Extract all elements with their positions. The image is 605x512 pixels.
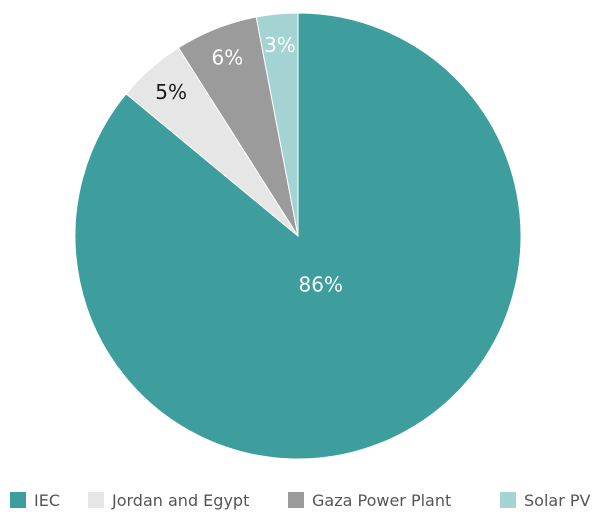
legend-label-gaza-power-plant: Gaza Power Plant [312, 490, 452, 510]
legend-item-jordan-and-egypt: Jordan and Egypt [88, 488, 249, 512]
legend-label-jordan-and-egypt: Jordan and Egypt [112, 490, 250, 510]
legend-swatch-iec [10, 492, 26, 508]
legend: IEC Jordan and Egypt Gaza Power Plant So… [0, 488, 605, 512]
pie-chart-svg: 86% 5% 6% 3% [74, 12, 522, 460]
legend-swatch-jordan-and-egypt [88, 492, 104, 508]
legend-item-gaza-power-plant: Gaza Power Plant [288, 488, 451, 512]
legend-label-iec: IEC [34, 490, 60, 510]
pie-label-jordan-and-egypt: 5% [155, 80, 187, 104]
legend-swatch-solar-pv [500, 492, 516, 508]
legend-item-solar-pv: Solar PV [500, 488, 590, 512]
legend-item-iec: IEC [10, 488, 60, 512]
pie-slice-solar-pv [255, 12, 299, 237]
pie-label-iec: 86% [299, 272, 343, 296]
legend-label-solar-pv: Solar PV [524, 490, 591, 510]
legend-swatch-gaza-power-plant [288, 492, 304, 508]
pie-label-solar-pv: 3% [264, 33, 296, 57]
pie-label-gaza-power-plant: 6% [212, 46, 244, 70]
